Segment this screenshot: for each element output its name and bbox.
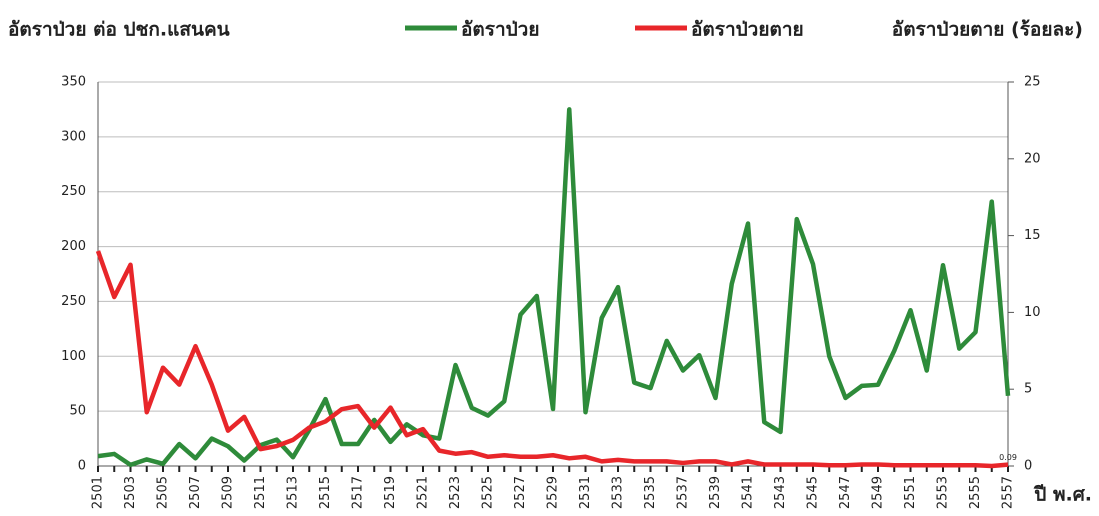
- x-tick-label: 2507: [188, 476, 203, 509]
- x-tick-label: 2527: [513, 476, 528, 509]
- y-tick-label: 250: [61, 294, 86, 309]
- legend-label: อัตราป่วย: [461, 19, 540, 41]
- y2-tick-label: 5: [1024, 382, 1032, 397]
- x-tick-label: 2541: [741, 476, 756, 509]
- y-tick-label: 200: [61, 239, 86, 254]
- x-tick-label: 2533: [611, 476, 626, 509]
- x-tick-label: 2513: [286, 476, 301, 509]
- series-line: [95, 250, 1009, 469]
- x-tick-label: 2555: [968, 476, 983, 509]
- x-tick-label: 2529: [546, 476, 561, 509]
- x-tick-label: 2535: [643, 476, 658, 509]
- x-tick-label: 2553: [936, 476, 951, 509]
- x-tick-label: 2503: [123, 476, 138, 509]
- x-tick-label: 2539: [708, 476, 723, 509]
- y-tick-label: 300: [61, 129, 86, 144]
- y-tick-label: 0: [78, 459, 86, 474]
- y-tick-label: 50: [69, 404, 86, 419]
- x-tick-label: 2545: [806, 476, 821, 509]
- value-label: 0.09: [999, 453, 1017, 462]
- y-tick-label: 250: [61, 184, 86, 199]
- x-tick-label: 2531: [578, 476, 593, 509]
- legend-label: อัตราป่วยตาย: [691, 19, 804, 41]
- y2-tick-label: 0: [1024, 459, 1032, 474]
- x-tick-label: 2547: [838, 476, 853, 509]
- x-tick-label: 2557: [1001, 476, 1016, 509]
- x-tick-label: 2523: [448, 476, 463, 509]
- x-tick-label: 2549: [871, 476, 886, 509]
- y-tick-label: 100: [61, 349, 86, 364]
- x-tick-label: 2511: [253, 476, 268, 509]
- y-axis-label: อัตราป่วย ต่อ ปชก.แสนคน: [8, 19, 230, 41]
- x-tick-label: 2517: [351, 476, 366, 509]
- x-tick-label: 2509: [221, 476, 236, 509]
- y2-axis-label: อัตราป่วยตาย (ร้อยละ): [892, 19, 1083, 41]
- x-tick-label: 2525: [481, 476, 496, 509]
- x-tick-label: 2537: [676, 476, 691, 509]
- series-line: [97, 107, 1011, 468]
- y-tick-label: 350: [61, 75, 86, 90]
- x-tick-label: 2551: [903, 476, 918, 509]
- x-tick-label: 2505: [156, 476, 171, 509]
- x-tick-label: 2519: [383, 476, 398, 509]
- x-tick-label: 2515: [318, 476, 333, 509]
- y2-tick-label: 15: [1024, 228, 1041, 243]
- y2-tick-label: 25: [1024, 75, 1041, 90]
- x-tick-label: 2543: [773, 476, 788, 509]
- y2-tick-label: 10: [1024, 305, 1041, 320]
- x-tick-label: 2521: [416, 476, 431, 509]
- y2-tick-label: 20: [1024, 151, 1041, 166]
- x-axis-label: ปี พ.ศ.: [1034, 484, 1092, 506]
- x-tick-label: 2501: [91, 476, 106, 509]
